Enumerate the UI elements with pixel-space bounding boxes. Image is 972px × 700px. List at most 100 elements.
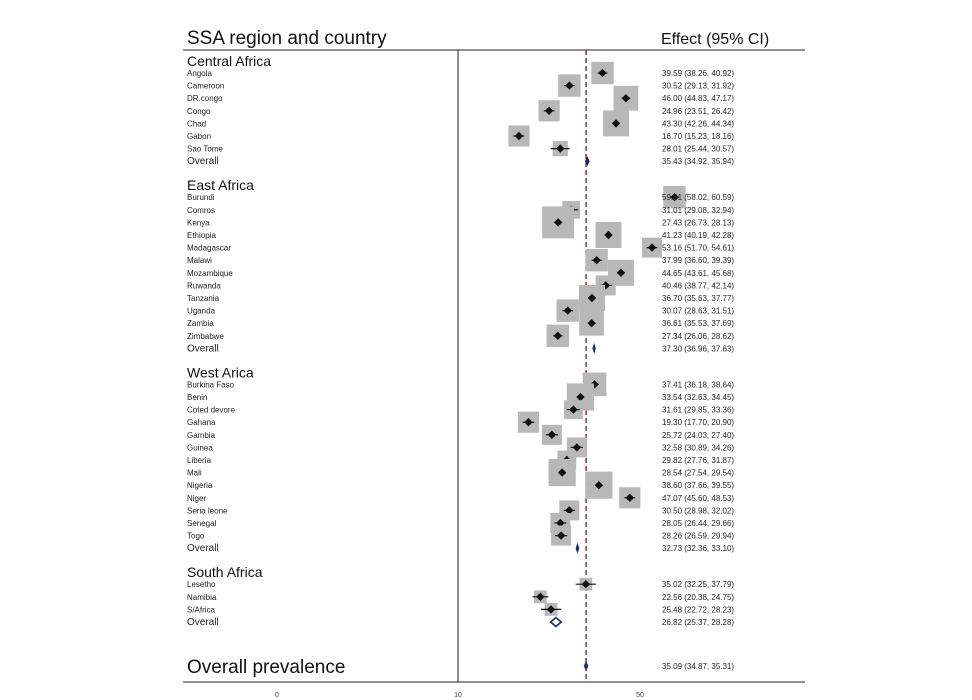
study-point-estimate <box>547 430 557 439</box>
study-effect-ci: 39.59 (38.26, 40.92) <box>662 69 734 78</box>
study-effect-ci: 53.16 (51.70, 54.61) <box>662 244 734 253</box>
study-effect-ci: 25.72 (24.03, 27.40) <box>662 431 734 440</box>
study-effect-ci: 36.70 (35.63, 37.77) <box>662 294 734 303</box>
study-point-estimate <box>536 592 545 601</box>
study-point-estimate <box>557 468 567 477</box>
overall-label: Overall <box>187 543 219 554</box>
study-point-estimate <box>670 193 679 202</box>
study-effect-ci: 37.99 (36.60, 39.39) <box>662 256 734 265</box>
study-effect-ci: 38.60 (37.66, 39.55) <box>662 481 734 490</box>
study-point-estimate <box>546 605 556 614</box>
study-effect-ci: 37.41 (36.18, 38.64) <box>662 380 734 389</box>
study-effect-ci: 46.00 (44.83, 47.17) <box>662 94 734 103</box>
study-label: Niger <box>187 494 206 503</box>
study-point-estimate <box>563 306 572 315</box>
study-label: Lesetho <box>187 580 216 589</box>
study-label: Zimbabwe <box>187 332 224 341</box>
study-effect-ci: 27.34 (26.06, 28.62) <box>662 332 734 341</box>
study-point-estimate <box>569 405 578 414</box>
study-effect-ci: 24.96 (23.51, 26.42) <box>662 107 734 116</box>
overall-diamond <box>584 155 590 167</box>
x-tick-label: 50 <box>636 692 644 699</box>
study-point-estimate <box>576 392 585 402</box>
study-point-estimate <box>625 493 635 502</box>
study-point-estimate <box>565 81 574 90</box>
study-effect-ci: 44.65 (43.61, 45.68) <box>662 269 734 278</box>
study-point-estimate <box>616 268 626 277</box>
study-effect-ci: 28.01 (25.44, 30.57) <box>662 145 734 154</box>
region-title: East Africa <box>187 177 254 193</box>
study-label: Namibia <box>187 593 217 602</box>
study-effect-ci: 31.01 (29.08, 32.94) <box>662 206 734 215</box>
study-effect-ci: 43.30 (42.26, 44.34) <box>662 119 734 128</box>
study-effect-ci: 47.07 (45.60, 48.53) <box>662 494 734 503</box>
study-point-estimate <box>572 443 582 452</box>
study-effect-ci: 59.31 (58.02, 60.59) <box>662 193 734 202</box>
study-effect-ci: 30.50 (28.98, 32.02) <box>662 506 734 515</box>
study-point-estimate <box>581 580 591 589</box>
study-point-estimate <box>587 319 596 328</box>
study-effect-ci: 40.46 (38.77, 42.14) <box>662 281 734 290</box>
study-label: Comros <box>187 206 215 215</box>
region-title: West Arica <box>187 364 254 380</box>
x-tick-label: 0 <box>275 692 279 699</box>
study-point-estimate <box>524 418 533 427</box>
study-point-estimate <box>556 518 565 528</box>
study-label: Malawi <box>187 256 212 265</box>
study-label: Coted devore <box>187 406 236 415</box>
study-effect-ci: 28.54 (27.54, 29.54) <box>662 469 734 478</box>
study-label: Gahana <box>187 418 216 427</box>
study-point-estimate <box>556 144 565 153</box>
overall-label: Overall <box>187 617 219 628</box>
header-right: Effect (95% CI) <box>661 31 769 48</box>
study-label: Senegal <box>187 519 217 528</box>
header-left: SSA region and country <box>187 28 387 49</box>
overall-effect-ci: 32.73 (32.36, 33.10) <box>662 544 734 553</box>
study-label: Nigeria <box>187 481 213 490</box>
study-label: Ruwanda <box>187 281 221 290</box>
study-label: Mozambique <box>187 269 233 278</box>
study-label: Congo <box>187 107 211 116</box>
study-point-estimate <box>565 506 574 515</box>
study-point-estimate <box>594 481 604 490</box>
study-point-estimate <box>587 293 597 303</box>
study-label: Sao Tome <box>187 145 223 154</box>
study-effect-ci: 19.30 (17.70, 20.90) <box>662 418 734 427</box>
study-point-estimate <box>621 94 631 103</box>
overall-label: Overall <box>187 343 219 354</box>
study-point-estimate <box>556 531 566 540</box>
study-label: Cameroon <box>187 82 224 91</box>
study-label: Uganda <box>187 307 216 316</box>
study-effect-ci: 30.07 (28.63, 31.51) <box>662 307 734 316</box>
study-label: Gambia <box>187 431 216 440</box>
study-point-estimate <box>611 119 621 128</box>
overall-prevalence-effect-ci: 35.09 (34.87, 35.31) <box>662 662 734 671</box>
overall-prevalence-label: Overall prevalence <box>187 657 345 678</box>
study-point-estimate <box>553 331 562 340</box>
study-point-estimate <box>592 256 601 265</box>
study-label: Liberia <box>187 456 212 465</box>
axis-ticks: 0 10 50 <box>275 692 644 699</box>
study-label: Burkina Faso <box>187 380 235 389</box>
study-effect-ci: 16.70 (15.23, 18.16) <box>662 132 734 141</box>
study-effect-ci: 36.61 (35.53, 37.69) <box>662 319 734 328</box>
overall-diamond <box>592 342 596 354</box>
study-label: Chad <box>187 119 206 128</box>
study-effect-ci: 35.02 (32.25, 37.79) <box>662 580 734 589</box>
study-label: Zambia <box>187 319 214 328</box>
study-effect-ci: 32.58 (30.89, 34.26) <box>662 443 734 452</box>
overall-diamond <box>549 616 563 628</box>
study-label: Madagascar <box>187 244 231 253</box>
overall-label: Overall <box>187 156 219 167</box>
study-effect-ci: 27.43 (26.73, 28.13) <box>662 218 734 227</box>
study-point-estimate <box>598 68 607 78</box>
study-label: Burundi <box>187 193 215 202</box>
study-label: Tanzania <box>187 294 220 303</box>
region-title: Central Africa <box>187 53 271 69</box>
study-effect-ci: 29.82 (27.76, 31.87) <box>662 456 734 465</box>
study-effect-ci: 30.52 (29.13, 31.92) <box>662 82 734 91</box>
study-label: S/Africa <box>187 605 216 614</box>
study-point-estimate <box>604 230 613 240</box>
